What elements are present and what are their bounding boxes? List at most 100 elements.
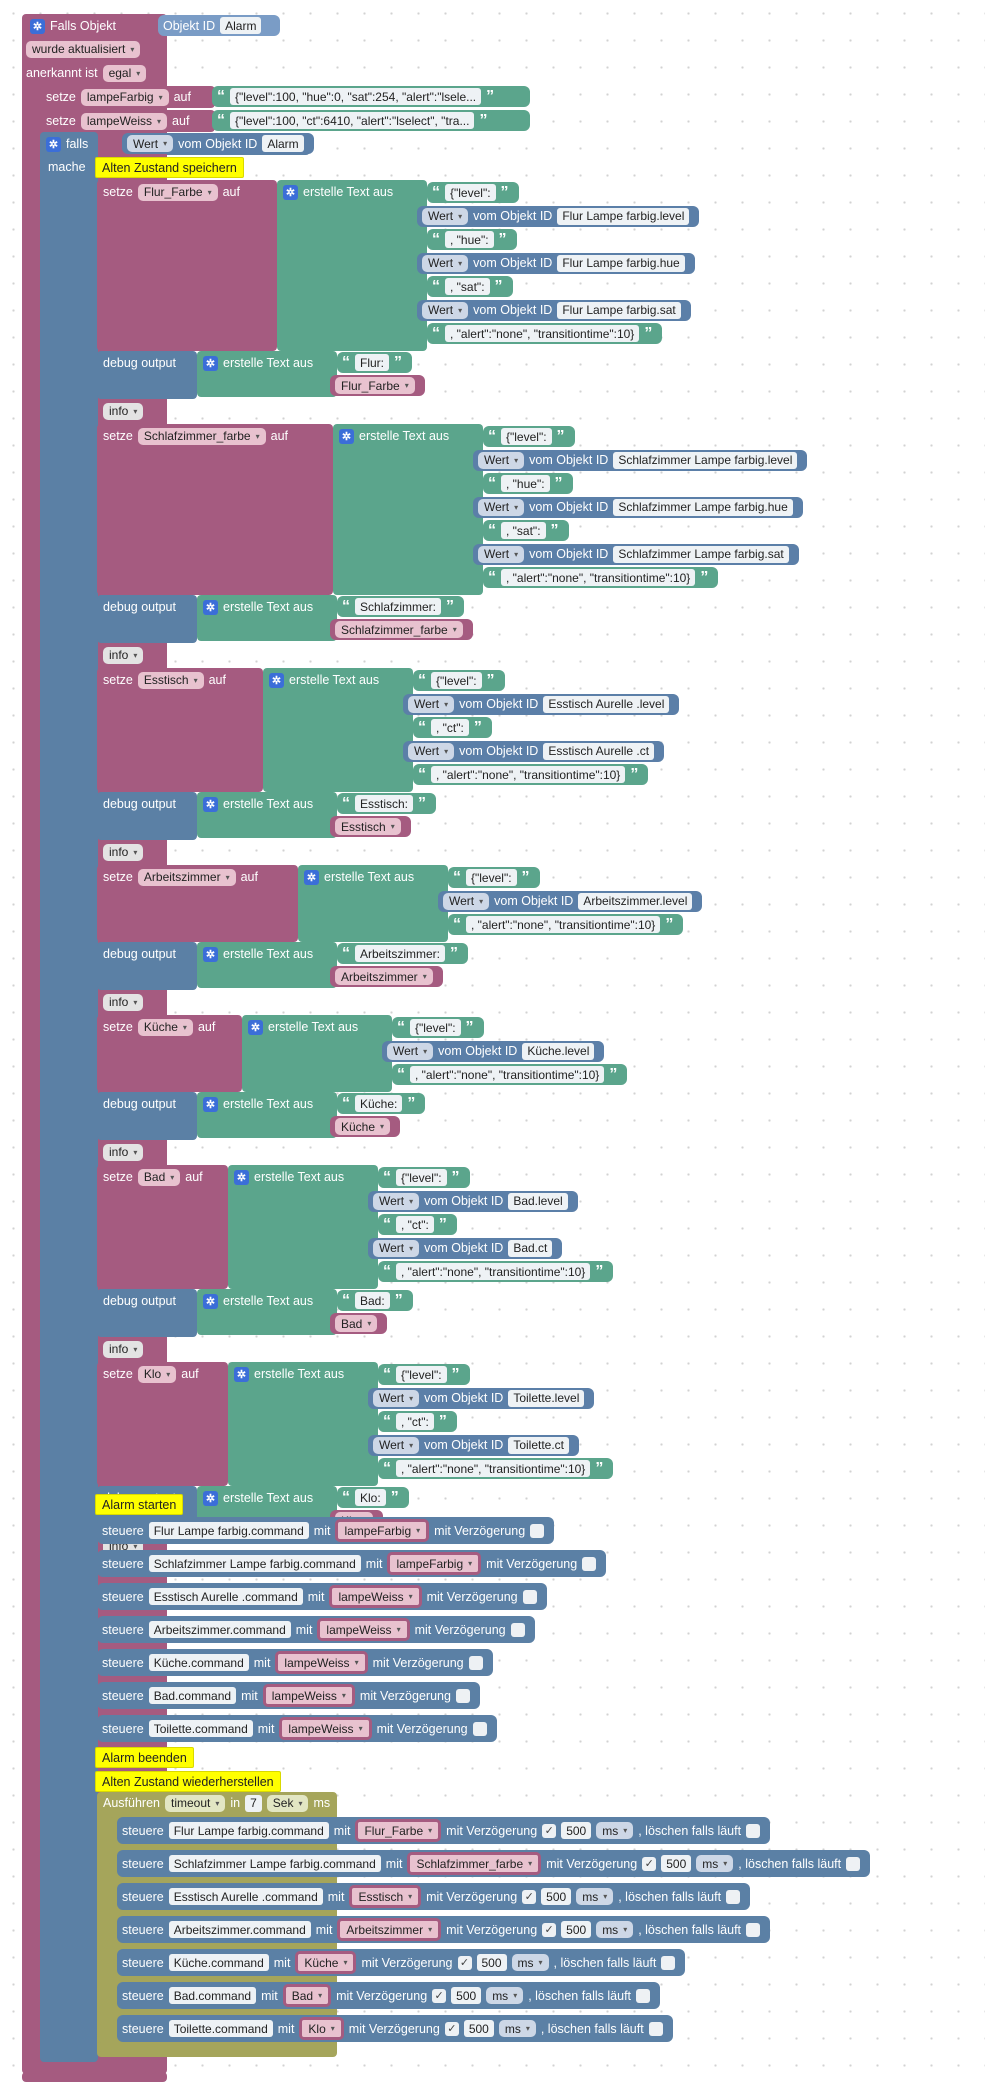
- text-block[interactable]: “ , "ct":”: [413, 717, 492, 738]
- variable-block[interactable]: Arbeitszimmer ▾: [330, 966, 443, 987]
- gear-icon[interactable]: ✲: [203, 796, 218, 812]
- object-value-block[interactable]: Wert ▾ vom Objekt ID Schlafzimmer Lampe far…: [473, 449, 808, 471]
- text-value[interactable]: Arbeitszimmer:: [355, 945, 446, 962]
- debug-output-block[interactable]: [97, 792, 197, 840]
- variable-block[interactable]: Flur_Farbe ▾: [330, 375, 425, 396]
- if-block[interactable]: [40, 132, 98, 2062]
- set-variable-block[interactable]: [97, 424, 333, 595]
- debug-output-block[interactable]: [97, 1289, 197, 1337]
- text-block[interactable]: “ , "sat":”: [483, 520, 569, 541]
- timeout-seconds[interactable]: 7: [245, 1794, 262, 1812]
- text-block[interactable]: “ , "alert":"none", "transitiontime":10}”: [392, 1064, 628, 1085]
- text-block[interactable]: “ {"level":”: [378, 1364, 470, 1385]
- variable-dropdown[interactable]: Flur_Farbe ▾: [355, 1819, 442, 1842]
- object-id-value[interactable]: Schlafzimmer Lampe farbig.hue: [613, 498, 793, 516]
- log-level-dropdown[interactable]: info ▾: [103, 993, 144, 1011]
- object-value-block[interactable]: Wert ▾ vom Objekt ID Toilette.level: [368, 1387, 595, 1409]
- variable-block[interactable]: Schlafzimmer_farbe ▾: [330, 619, 473, 640]
- variable-dropdown[interactable]: lampeWeiss ▾: [329, 1585, 422, 1608]
- variable-dropdown[interactable]: Bad ▾: [282, 1984, 332, 2007]
- create-text-block[interactable]: [228, 1165, 378, 1289]
- object-value-block[interactable]: Wert ▾ vom Objekt ID Arbeitszimmer.level: [438, 890, 703, 912]
- comment-end[interactable]: Alarm beenden: [95, 1747, 194, 1768]
- gear-icon[interactable]: ✲: [203, 1293, 218, 1309]
- value-type-dropdown[interactable]: Wert ▾: [373, 1436, 420, 1454]
- gear-icon[interactable]: ✲: [304, 869, 319, 885]
- checkbox-icon[interactable]: [510, 1622, 525, 1637]
- value-type-dropdown[interactable]: Wert ▾: [422, 301, 469, 319]
- delay-unit-dropdown[interactable]: ms ▾: [576, 1888, 614, 1905]
- checkbox-icon[interactable]: [530, 1523, 545, 1538]
- control-block[interactable]: steuere Arbeitszimmer.command mit Arbeitszi…: [117, 1916, 771, 1943]
- gear-icon[interactable]: ✲: [203, 355, 218, 371]
- delay-value[interactable]: 500: [463, 2020, 494, 2037]
- create-text-block[interactable]: [228, 1362, 378, 1486]
- value-type-dropdown[interactable]: Wert ▾: [478, 451, 525, 469]
- text-value[interactable]: , "sat":: [445, 278, 490, 295]
- text-value[interactable]: {"level":: [396, 1366, 447, 1383]
- set-variable-block[interactable]: [97, 1165, 228, 1289]
- control-block[interactable]: steuere Küche.command mit Küche ▾ mit Verzöge…: [117, 1949, 686, 1976]
- create-text-block[interactable]: [333, 424, 483, 595]
- value-type-dropdown[interactable]: Wert ▾: [422, 207, 469, 225]
- control-block[interactable]: steuere Bad.command mit lampeWeiss ▾ mit Verz…: [97, 1682, 480, 1709]
- text-block[interactable]: “ , "alert":"none", "transitiontime":10}”: [427, 323, 663, 344]
- control-target[interactable]: Küche.command: [148, 1654, 249, 1671]
- variable-dropdown[interactable]: lampeWeiss ▾: [275, 1651, 368, 1674]
- control-block[interactable]: steuere Flur Lampe farbig.command mit lampe…: [97, 1517, 555, 1544]
- create-text-block[interactable]: [197, 351, 337, 397]
- variable-dropdown[interactable]: Klo ▾: [137, 1365, 177, 1383]
- set-variable-block[interactable]: [97, 1362, 228, 1486]
- value-type-dropdown[interactable]: Wert ▾: [127, 135, 174, 152]
- variable-dropdown[interactable]: Küche ▾: [137, 1018, 193, 1036]
- gear-icon[interactable]: ✲: [30, 18, 45, 34]
- variable-dropdown[interactable]: Esstisch ▾: [349, 1885, 422, 1908]
- object-id-value[interactable]: Toilette.ct: [508, 1436, 570, 1454]
- text-value[interactable]: {"level":100, "ct":6410, "alert":"lselec…: [230, 112, 475, 129]
- variable-dropdown[interactable]: Bad ▾: [137, 1168, 181, 1186]
- create-text-block[interactable]: [197, 1092, 337, 1138]
- control-target[interactable]: Bad.command: [148, 1687, 237, 1704]
- control-block[interactable]: steuere Toilette.command mit Klo ▾ mit Verzög…: [117, 2015, 673, 2042]
- checkbox-icon[interactable]: [726, 1889, 741, 1904]
- text-value[interactable]: {"level":: [445, 184, 496, 201]
- text-value[interactable]: {"level":: [431, 672, 482, 689]
- text-block[interactable]: “ {"level":”: [392, 1017, 484, 1038]
- set-variable-block[interactable]: [97, 668, 263, 792]
- control-target[interactable]: Schlafzimmer Lampe farbig.command: [168, 1855, 381, 1872]
- delay-unit-dropdown[interactable]: ms ▾: [511, 1954, 549, 1971]
- text-value[interactable]: , "sat":: [501, 522, 546, 539]
- variable-dropdown[interactable]: Flur_Farbe ▾: [335, 377, 415, 394]
- text-block[interactable]: “ , "sat":”: [427, 276, 513, 297]
- debug-text-block[interactable]: “ Schlafzimmer:”: [337, 596, 465, 617]
- control-target[interactable]: Arbeitszimmer.command: [148, 1621, 291, 1638]
- value-type-dropdown[interactable]: Wert ▾: [373, 1192, 420, 1210]
- control-target[interactable]: Flur Lampe farbig.command: [168, 1822, 329, 1839]
- text-block[interactable]: “ , "alert":"none", "transitiontime":10}”: [448, 914, 684, 935]
- object-id-value[interactable]: Esstisch Aurelle .level: [543, 695, 670, 713]
- delay-value[interactable]: 500: [561, 1822, 592, 1839]
- text-block[interactable]: “ {"level":”: [483, 426, 575, 447]
- object-value-block[interactable]: Wert ▾ vom Objekt ID Flur Lampe farbig.sat: [417, 299, 691, 321]
- control-target[interactable]: Arbeitszimmer.command: [168, 1921, 311, 1938]
- control-block[interactable]: steuere Bad.command mit Bad ▾ mit Verzögerung…: [117, 1982, 661, 2009]
- variable-dropdown[interactable]: Arbeitszimmer ▾: [137, 868, 236, 886]
- variable-block[interactable]: Esstisch ▾: [330, 816, 411, 837]
- variable-dropdown[interactable]: Schlafzimmer_farbe ▾: [335, 621, 463, 638]
- gear-icon[interactable]: ✲: [248, 1019, 263, 1035]
- delay-value[interactable]: 500: [661, 1855, 692, 1872]
- text-block[interactable]: “ , "alert":"none", "transitiontime":10}”: [378, 1458, 614, 1479]
- variable-dropdown[interactable]: lampeFarbig ▾: [387, 1552, 482, 1575]
- variable-block[interactable]: Küche ▾: [330, 1116, 401, 1137]
- object-id-value[interactable]: Flur Lampe farbig.sat: [557, 301, 681, 319]
- gear-icon[interactable]: ✲: [283, 184, 298, 200]
- object-value-block[interactable]: Wert ▾ vom Objekt ID Flur Lampe farbig.leve…: [417, 205, 700, 227]
- gear-icon[interactable]: ✲: [46, 136, 61, 152]
- create-text-block[interactable]: [197, 792, 337, 838]
- object-value-block[interactable]: Wert ▾ vom Objekt ID Flur Lampe farbig.hue: [417, 252, 695, 274]
- checkbox-icon[interactable]: [636, 1988, 651, 2003]
- variable-dropdown[interactable]: Bad ▾: [335, 1315, 378, 1332]
- object-id-value[interactable]: Schlafzimmer Lampe farbig.level: [613, 451, 798, 469]
- text-value[interactable]: , "ct":: [396, 1216, 434, 1233]
- object-id-value[interactable]: Flur Lampe farbig.level: [557, 207, 690, 225]
